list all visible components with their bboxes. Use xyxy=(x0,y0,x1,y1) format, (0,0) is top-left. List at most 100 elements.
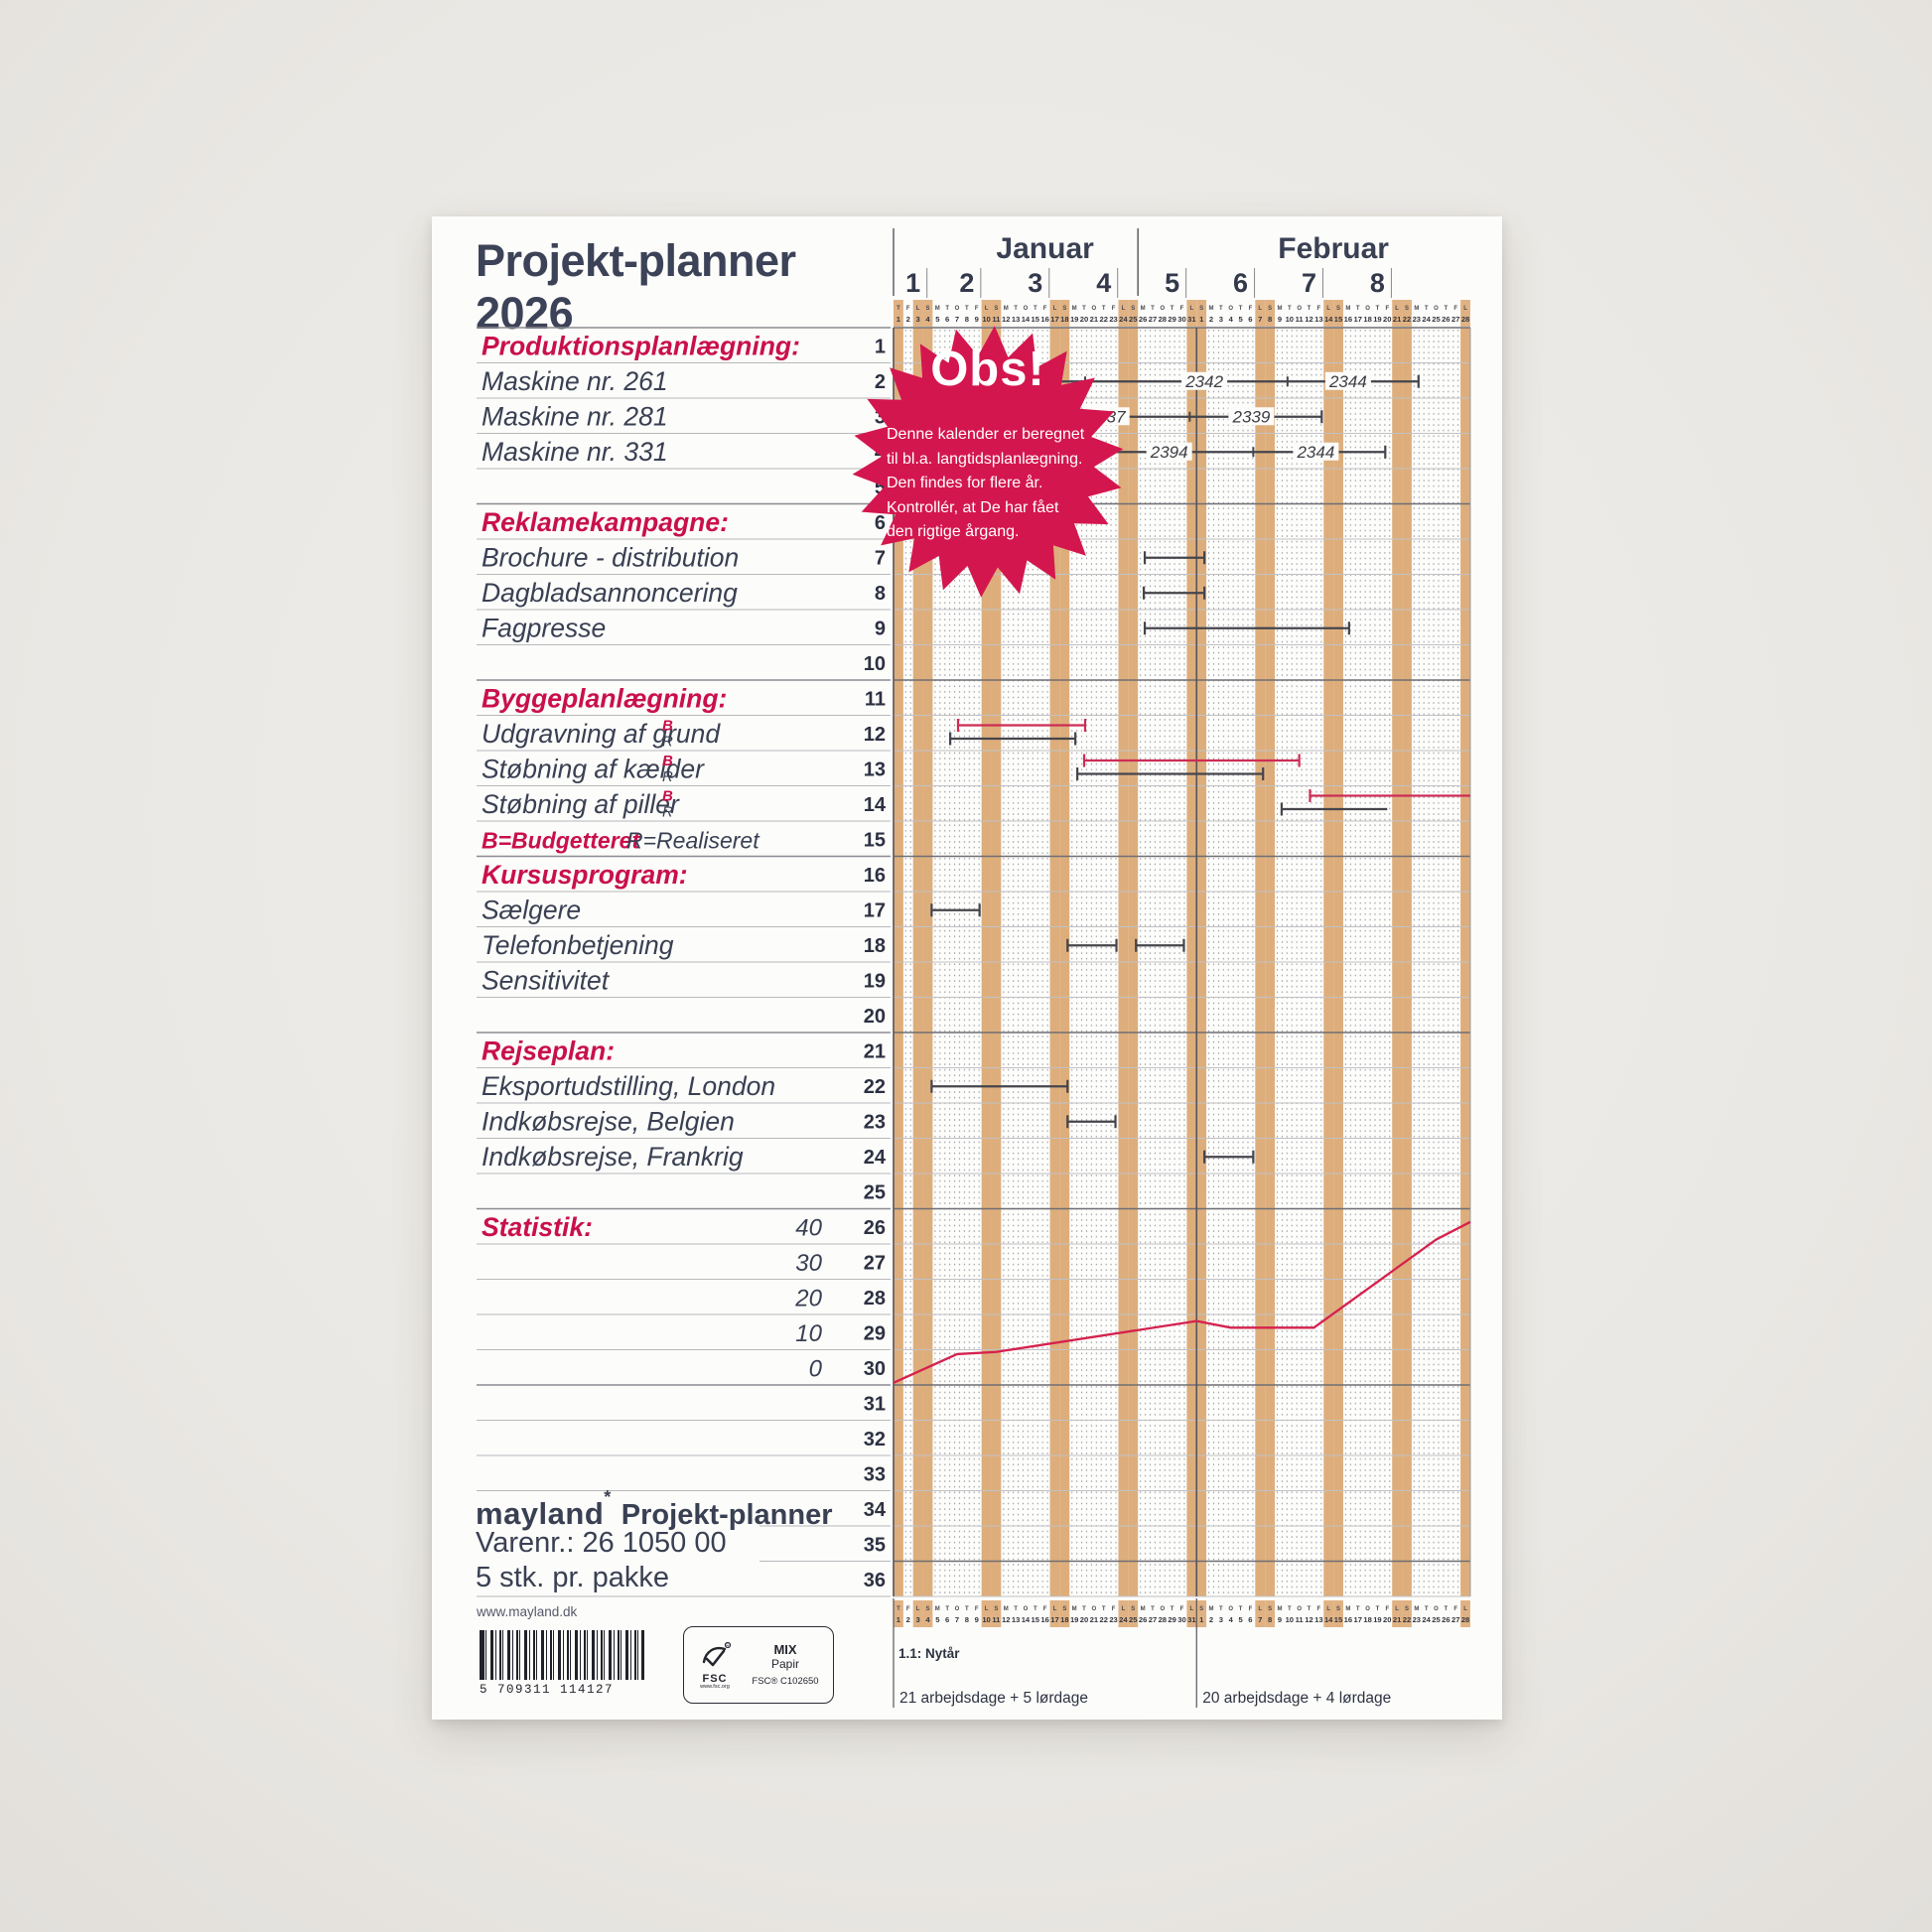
day-number: 16 xyxy=(1344,315,1352,324)
budget-mark: B xyxy=(662,788,673,805)
brand-product-name: Projekt-planner xyxy=(621,1499,833,1532)
row-label: Indkøbsrejse, Frankrig xyxy=(482,1142,744,1172)
day-number: 6 xyxy=(1248,315,1252,324)
day-letter-bottom: L xyxy=(1463,1606,1467,1612)
row-number: 21 xyxy=(864,1040,886,1062)
day-letter: S xyxy=(1268,306,1272,312)
product-info-block: mayland* Projekt-planner Varenr.: 26 1050… xyxy=(476,1487,893,1596)
day-number: 18 xyxy=(1363,315,1371,324)
fsc-tree-icon: R xyxy=(702,1641,732,1667)
day-number: 5 xyxy=(1238,315,1243,324)
day-letter: L xyxy=(1463,306,1467,312)
day-number: 20 xyxy=(1080,315,1088,324)
row-label: Sensitivitet xyxy=(482,966,611,996)
legend-budgetteret: B=Budgetteret xyxy=(482,828,640,854)
day-number-bottom: 25 xyxy=(1129,1615,1138,1624)
day-number: 27 xyxy=(1451,315,1459,324)
day-letter: F xyxy=(1317,306,1321,312)
day-number-bottom: 11 xyxy=(992,1615,1001,1624)
weekend-header-cell xyxy=(922,300,933,327)
row-number: 27 xyxy=(864,1252,886,1274)
weekend-header-cell xyxy=(1118,300,1129,327)
day-number: 10 xyxy=(982,315,990,324)
day-letter-bottom: T xyxy=(945,1606,949,1612)
day-number: 4 xyxy=(1229,315,1234,324)
row-number: 11 xyxy=(865,688,886,710)
day-letter: O xyxy=(1024,306,1029,312)
day-number-bottom: 14 xyxy=(1022,1615,1031,1624)
day-letter-bottom: S xyxy=(1336,1606,1340,1612)
page-title: Projekt-planner 2026 xyxy=(476,234,833,340)
day-letter: O xyxy=(1228,306,1233,312)
day-number-bottom: 8 xyxy=(965,1615,969,1624)
row-label: Indkøbsrejse, Belgien xyxy=(482,1107,735,1137)
holiday-note: 1.1: Nytår xyxy=(898,1646,960,1661)
section-heading: Produktionsplanlægning: xyxy=(482,332,800,361)
realised-mark: R xyxy=(662,768,673,785)
weekend-footer-cell xyxy=(1128,1600,1139,1627)
website-url: www.mayland.dk xyxy=(477,1604,578,1619)
day-number-bottom: 6 xyxy=(1248,1615,1252,1624)
day-letter-bottom: O xyxy=(1434,1606,1439,1612)
day-number: 24 xyxy=(1422,315,1431,324)
row-number: 16 xyxy=(864,865,886,887)
day-letter: T xyxy=(1445,306,1449,312)
brand-line: mayland* Projekt-planner xyxy=(476,1487,893,1531)
day-letter-bottom: M xyxy=(1345,1606,1350,1612)
day-number-bottom: 17 xyxy=(1354,1615,1362,1624)
page-title-year: 2026 xyxy=(476,288,574,339)
day-letter-bottom: M xyxy=(1414,1606,1419,1612)
row-numbers: 1234567891011121314151617181920212223242… xyxy=(864,336,887,1591)
barcode-bars xyxy=(480,1630,644,1680)
weekend-footer-cell xyxy=(1392,1600,1403,1627)
weekend-header-cell xyxy=(1392,300,1403,327)
day-letter-bottom: O xyxy=(1228,1606,1233,1612)
day-number: 26 xyxy=(1442,315,1449,324)
section-heading: Rejseplan: xyxy=(482,1036,615,1066)
weekend-footer-cell xyxy=(1118,1600,1129,1627)
day-number: 6 xyxy=(945,315,949,324)
weekend-header-cell xyxy=(1460,300,1470,327)
day-number-bottom: 16 xyxy=(1040,1615,1048,1624)
week-number: 5 xyxy=(1165,268,1179,298)
weekend-footer-cell xyxy=(922,1600,933,1627)
day-number: 7 xyxy=(955,315,959,324)
row-label: Brochure - distribution xyxy=(482,543,739,573)
fsc-logo: R FSC www.fsc.org xyxy=(692,1639,738,1691)
day-number-bottom: 14 xyxy=(1324,1615,1333,1624)
day-letter-bottom: S xyxy=(1062,1606,1066,1612)
day-number-bottom: 25 xyxy=(1432,1615,1441,1624)
obs-badge-line: Den findes for flere år. xyxy=(887,475,1043,491)
day-number-bottom: 21 xyxy=(1090,1615,1099,1624)
day-number: 10 xyxy=(1286,315,1294,324)
weekend-footer-cell xyxy=(1255,1600,1266,1627)
weekend-footer-cell xyxy=(981,1600,992,1627)
obs-badge-line: Kontrollér, at De har fået xyxy=(887,498,1059,516)
day-number-bottom: 18 xyxy=(1060,1615,1068,1624)
week-number: 8 xyxy=(1370,268,1385,298)
day-letter: F xyxy=(1112,306,1116,312)
day-letter-bottom: F xyxy=(1317,1606,1321,1612)
day-letter: T xyxy=(1356,306,1360,312)
row-label: Eksportudstilling, London xyxy=(482,1071,775,1101)
barcode-number: 5 709311 114127 xyxy=(480,1683,615,1697)
section-heading: Kursusprogram: xyxy=(482,860,688,890)
day-number-bottom: 15 xyxy=(1334,1615,1343,1624)
day-number: 19 xyxy=(1070,315,1078,324)
day-number: 7 xyxy=(1258,315,1262,324)
weekend-footer-cell xyxy=(1049,1600,1060,1627)
weekend-header-cell xyxy=(1333,300,1343,327)
weekend-header-cell xyxy=(1059,300,1070,327)
day-number-bottom: 3 xyxy=(916,1615,920,1624)
statistics-line xyxy=(893,1220,1471,1384)
day-number: 21 xyxy=(1090,315,1099,324)
day-number: 22 xyxy=(1403,315,1411,324)
section-heading: Byggeplanlægning: xyxy=(482,684,727,714)
day-number: 14 xyxy=(1022,315,1031,324)
day-letter: F xyxy=(906,306,910,312)
realised-mark: R xyxy=(662,804,673,821)
pack-size: 5 stk. pr. pakke xyxy=(476,1562,670,1593)
day-number-bottom: 22 xyxy=(1403,1615,1411,1624)
